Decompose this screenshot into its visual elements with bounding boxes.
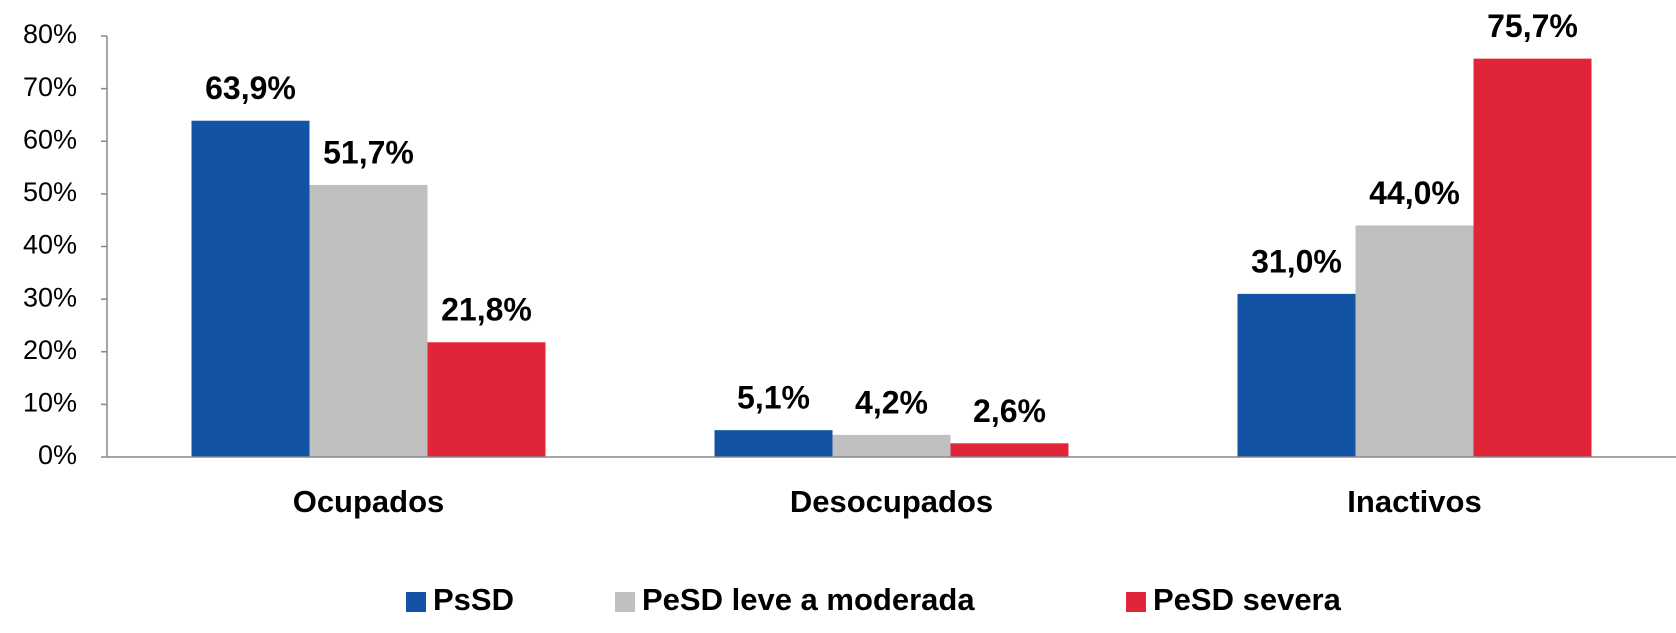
legend-label: PeSD severa <box>1153 582 1342 617</box>
legend-swatch <box>1126 592 1146 612</box>
x-tick-label: Desocupados <box>790 484 993 519</box>
y-tick-label: 30% <box>23 282 77 312</box>
y-tick-label: 10% <box>23 388 77 418</box>
y-tick-label: 80% <box>23 19 77 49</box>
x-tick-label: Inactivos <box>1347 484 1481 519</box>
y-tick-label: 50% <box>23 177 77 207</box>
data-label: 4,2% <box>855 384 928 420</box>
legend-swatch <box>615 592 635 612</box>
y-tick-label: 20% <box>23 335 77 365</box>
data-label: 5,1% <box>737 380 810 416</box>
data-label: 44,0% <box>1369 175 1460 211</box>
bar <box>950 443 1069 457</box>
bar <box>1473 58 1592 457</box>
data-label: 51,7% <box>323 134 414 170</box>
y-tick-label: 0% <box>38 440 77 470</box>
data-label: 75,7% <box>1487 8 1578 44</box>
legend-label: PsSD <box>433 582 514 617</box>
y-tick-label: 70% <box>23 72 77 102</box>
bar <box>714 430 833 457</box>
data-label: 63,9% <box>205 70 296 106</box>
data-label: 31,0% <box>1251 243 1342 279</box>
bar <box>1237 293 1356 457</box>
bar <box>191 120 310 457</box>
x-tick-label: Ocupados <box>293 484 445 519</box>
data-label: 2,6% <box>973 393 1046 429</box>
data-label: 21,8% <box>441 292 532 328</box>
y-tick-label: 60% <box>23 124 77 154</box>
legend-swatch <box>406 592 426 612</box>
bar <box>309 184 428 457</box>
y-tick-label: 40% <box>23 230 77 260</box>
bar <box>427 342 546 457</box>
bar <box>832 434 951 457</box>
legend-label: PeSD leve a moderada <box>642 582 975 617</box>
bar <box>1355 225 1474 457</box>
